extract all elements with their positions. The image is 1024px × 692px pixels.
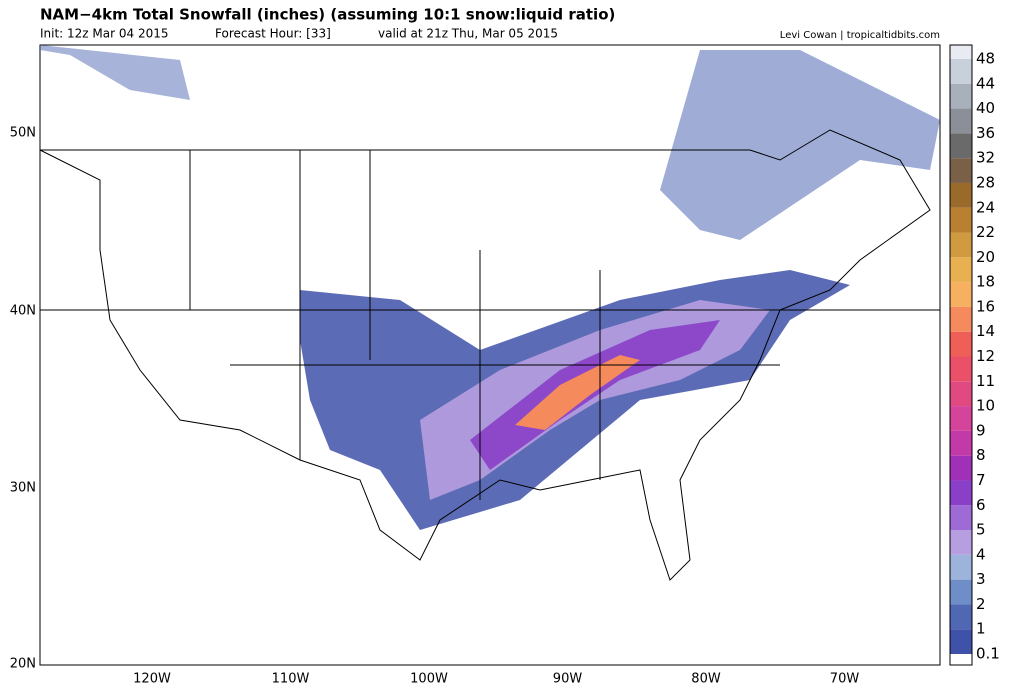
colorbar-label: 14 [976,322,995,340]
colorbar-label: 2 [976,595,986,613]
lon-labels: 120W 110W 100W 90W 80W 70W [133,672,859,687]
coastline [39,129,931,581]
colorbar-segment [950,45,972,59]
colorbar-segment [950,604,972,630]
lon-label: 100W [410,672,448,687]
colorbar-segment [950,59,972,84]
colorbar-segment [950,530,972,555]
colorbar-label: 0.1 [976,645,1000,663]
valid-time: valid at 21z Thu, Mar 05 2015 [378,27,558,41]
colorbar-label: 44 [976,74,995,92]
colorbar-segment [950,182,972,208]
colorbar-segment [950,108,972,134]
colorbar-segment [950,654,972,665]
colorbar-label: 12 [976,347,995,365]
map [39,44,941,666]
colorbar-segment [950,579,972,605]
lon-label: 110W [272,672,310,687]
init: Init: 12z Mar 04 2015 [40,27,169,41]
colorbar-label: 22 [976,223,995,241]
lon-label: 90W [553,672,583,687]
colorbar-segment [950,629,972,654]
lat-label: 30N [10,481,36,496]
lat-label: 50N [10,126,36,141]
colorbar-segment [950,455,972,481]
snow-area [470,320,720,470]
colorbar-label: 48 [976,50,995,68]
colorbar-segment [950,158,972,183]
colorbar-segment [950,381,972,407]
colorbar-label: 5 [976,521,986,539]
forecast-hour: Forecast Hour: [33] [215,27,331,41]
colorbar-label: 28 [976,173,995,191]
colorbar-segment [950,207,972,233]
colorbar-label: 8 [976,446,986,464]
colorbar-frame [949,44,973,666]
colorbar-label: 20 [976,248,995,266]
colorbar-segment [950,554,972,580]
colorbar-segment [950,406,972,431]
title: NAM−4km Total Snowfall (inches) (assumin… [40,6,615,24]
snow-area [40,45,190,100]
snow-area [660,50,940,240]
lat-label: 40N [10,304,36,319]
snow-area [515,355,640,430]
colorbar-label: 9 [976,421,986,439]
colorbar-segment [950,480,972,506]
colorbar-label: 36 [976,124,995,142]
colorbar-label: 32 [976,149,995,167]
colorbar-segment [950,133,972,159]
colorbar-segment [950,331,972,357]
lon-label: 80W [691,672,721,687]
colorbar-label: 1 [976,620,986,638]
colorbar-label: 24 [976,198,995,216]
colorbar-label: 11 [976,372,995,390]
state-borders [40,150,940,500]
colorbar-segment [950,306,972,332]
lon-label: 120W [133,672,171,687]
colorbar-segment [950,282,972,307]
colorbar-segment [950,505,972,531]
colorbar-label: 7 [976,471,986,489]
lat-label: 20N [10,657,36,672]
lat-labels: 50N 40N 30N 20N [10,126,36,672]
colorbar-label: 6 [976,496,986,514]
colorbar-label: 18 [976,273,995,291]
colorbar-label: 16 [976,297,995,315]
colorbar-label: 10 [976,397,995,415]
colorbar-segment [950,356,972,382]
colorbar-label: 3 [976,570,986,588]
credit: Levi Cowan | tropicaltidbits.com [780,30,940,41]
colorbar-segment [950,430,972,456]
colorbar-segment [950,232,972,258]
colorbar-label: 4 [976,545,986,563]
colorbar-segment [950,257,972,283]
colorbar-label: 40 [976,99,995,117]
colorbar-segment [950,83,972,109]
lon-label: 70W [830,672,860,687]
colorbar: 0.11234567891011121416182022242832364044… [949,44,1000,666]
